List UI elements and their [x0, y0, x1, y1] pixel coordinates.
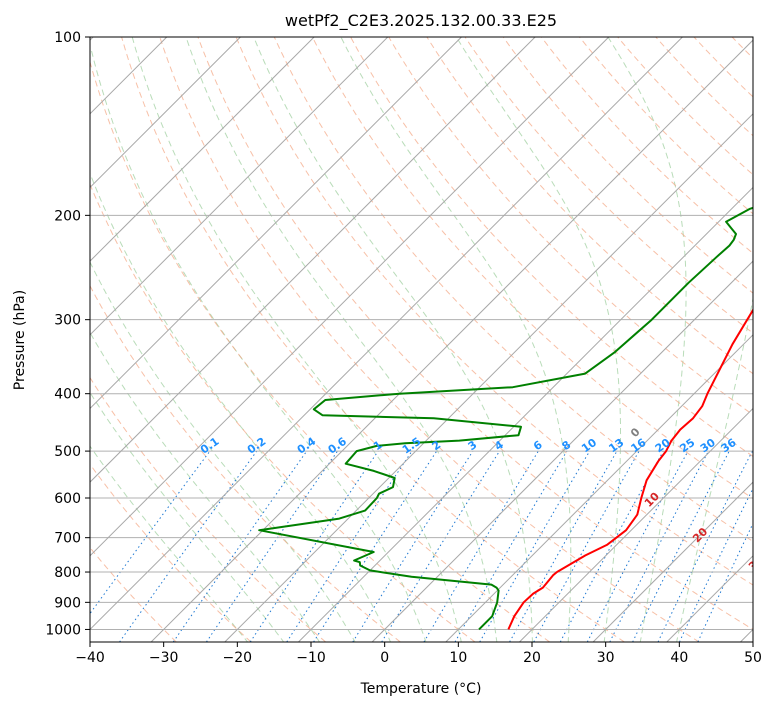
mixing-ratio-line	[586, 450, 689, 642]
isotherm	[445, 334, 753, 642]
isotherm	[90, 37, 315, 262]
mixing-ratio-line	[423, 450, 539, 642]
x-tick-label: 40	[670, 650, 688, 666]
isotherm	[90, 37, 389, 336]
mixing-ratio-line	[559, 450, 664, 642]
y-tick-label: 200	[54, 208, 81, 224]
y-tick-label: 800	[54, 565, 81, 581]
y-tick-label: 100	[54, 30, 81, 46]
isotherm	[90, 37, 610, 557]
y-axis-title: Pressure (hPa)	[12, 290, 28, 390]
dewpoint-profile-line	[258, 206, 753, 631]
moist-adiabat	[131, 37, 462, 642]
x-axis: −40 −30 −20 −10 0 10 20 30 40 50	[75, 642, 762, 666]
series-layer	[258, 206, 753, 631]
moist-adiabat	[90, 172, 392, 642]
moist-adiabat	[90, 391, 285, 642]
isotherm	[371, 260, 753, 642]
mixing-ratio-line	[678, 487, 753, 642]
gridlines	[90, 37, 753, 630]
moist-adiabat	[90, 331, 321, 642]
isotherm	[592, 481, 753, 642]
mixing-ratio-line	[313, 450, 438, 642]
moist-adiabat	[340, 37, 572, 642]
moist-adiabat	[185, 37, 498, 642]
mixing-ratio-line	[697, 522, 753, 642]
x-tick-label: −40	[75, 650, 105, 666]
dry-adiabats	[90, 37, 753, 642]
y-tick-label: 500	[54, 444, 81, 460]
chart-title: wetPf2_C2E3.2025.132.00.33.E25	[285, 11, 557, 31]
isotherm	[90, 37, 683, 631]
dry-adiabat	[197, 37, 753, 630]
y-tick-label: 700	[54, 531, 81, 547]
mixing-ratio-line	[352, 450, 474, 642]
x-tick-label: 0	[380, 650, 389, 666]
moist-adiabats	[90, 37, 753, 642]
x-tick-label: −30	[149, 650, 179, 666]
isotherm	[298, 186, 753, 642]
moist-adiabat-label: 30	[746, 553, 766, 573]
isotherm	[224, 113, 753, 642]
isotherm	[90, 37, 462, 410]
mixing-ratio-line	[119, 450, 258, 642]
mixing-ratio-line	[454, 450, 568, 642]
x-tick-label: 50	[744, 650, 762, 666]
isotherm	[90, 37, 241, 189]
temperature-profile-line	[507, 308, 753, 630]
dry-adiabat	[311, 37, 753, 500]
y-tick-label: 400	[54, 387, 81, 403]
dry-adiabat	[90, 463, 252, 642]
moist-adiabat	[90, 49, 427, 642]
y-tick-label: 300	[54, 313, 81, 329]
x-tick-label: −10	[296, 650, 326, 666]
x-axis-title: Temperature (°C)	[360, 681, 482, 697]
x-tick-label: 30	[597, 650, 615, 666]
y-tick-label: 900	[54, 595, 81, 611]
x-tick-label: 20	[523, 650, 541, 666]
moist-adiabat	[607, 37, 687, 642]
x-tick-label: 10	[449, 650, 467, 666]
dry-adiabat	[273, 37, 753, 543]
y-axis: 100 200 300 400 500 600 700 800 900 1000	[45, 30, 90, 638]
mixing-ratio-line	[657, 450, 753, 642]
mixing-ratio-line	[205, 450, 338, 642]
dry-adiabat	[121, 37, 625, 642]
plot-frame	[89, 36, 754, 643]
y-tick-label: 1000	[45, 622, 81, 638]
isotherms	[90, 37, 753, 642]
mixing-ratio-line	[172, 450, 308, 642]
moist-adiabat	[253, 37, 533, 642]
y-tick-label: 600	[54, 491, 81, 507]
isotherm	[90, 37, 536, 483]
isotherm	[150, 39, 753, 642]
x-tick-label: −20	[223, 650, 253, 666]
mixing-ratio-line	[286, 450, 413, 642]
moist-adiabat	[90, 260, 356, 642]
moist-adiabat	[90, 445, 249, 642]
mixing-ratio-line	[249, 450, 379, 642]
moist-adiabat	[676, 296, 753, 642]
moist-adiabat	[455, 37, 622, 642]
isotherm	[519, 407, 753, 642]
dry-adiabat	[502, 37, 753, 294]
dry-adiabat	[159, 37, 700, 642]
dry-adiabat	[90, 60, 551, 642]
dry-adiabat	[235, 37, 753, 586]
